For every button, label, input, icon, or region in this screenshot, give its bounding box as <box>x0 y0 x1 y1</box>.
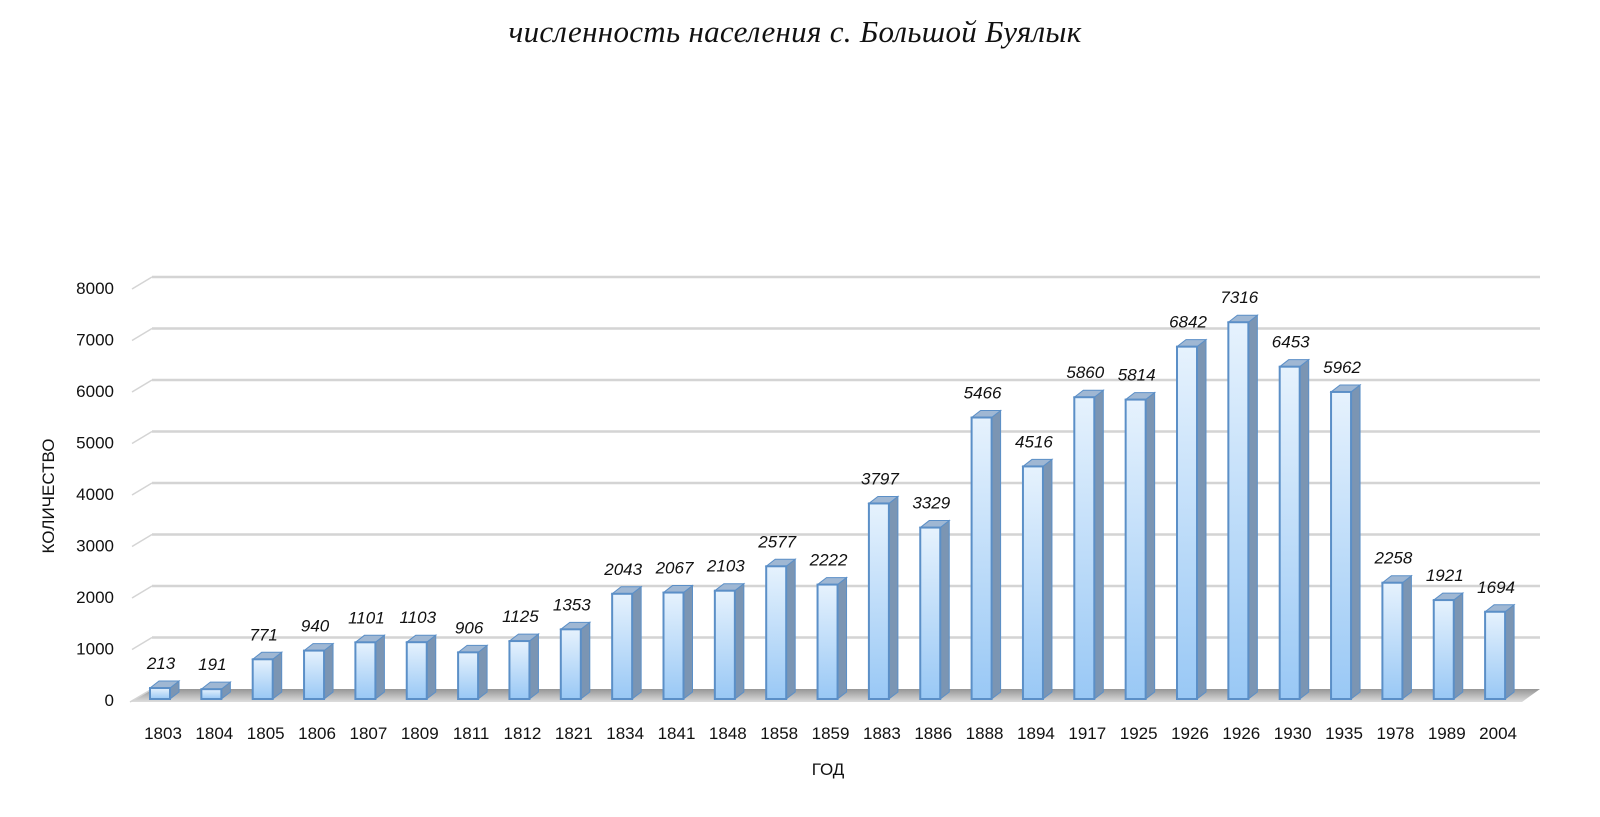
data-label: 1125 <box>502 607 539 626</box>
y-tick-label: 4000 <box>76 485 114 504</box>
data-label: 2222 <box>809 551 848 570</box>
bar <box>764 558 797 701</box>
bar <box>1278 358 1311 701</box>
data-label: 1694 <box>1477 578 1515 597</box>
data-label: 1101 <box>348 608 385 627</box>
x-tick-label: 1917 <box>1068 724 1106 743</box>
x-tick-label: 2004 <box>1479 724 1517 743</box>
bar <box>1432 592 1465 701</box>
data-label: 5814 <box>1118 366 1156 385</box>
x-tick-label: 1803 <box>144 724 182 743</box>
y-tick-label: 8000 <box>76 279 114 298</box>
y-tick-label: 0 <box>105 691 114 710</box>
y-axis-title: КОЛИЧЕСТВО <box>39 439 58 554</box>
data-label: 771 <box>250 625 278 644</box>
bar <box>1021 458 1054 701</box>
data-label: 7316 <box>1220 288 1258 307</box>
x-tick-label: 1807 <box>349 724 387 743</box>
data-label: 6453 <box>1272 333 1310 352</box>
x-tick-label: 1883 <box>863 724 901 743</box>
bar <box>918 519 951 701</box>
data-label: 213 <box>146 654 176 673</box>
data-label: 4516 <box>1015 432 1053 451</box>
bar <box>970 409 1003 701</box>
bar <box>251 651 284 701</box>
bar <box>662 584 694 701</box>
x-tick-label: 1806 <box>298 724 336 743</box>
y-tick-label: 2000 <box>76 588 114 607</box>
bar <box>867 495 900 701</box>
y-tick-label: 6000 <box>76 382 114 401</box>
x-tick-label: 1935 <box>1325 724 1363 743</box>
bar <box>1329 383 1362 701</box>
x-tick-label: 1888 <box>966 724 1004 743</box>
bar <box>1072 389 1105 701</box>
data-label: 6842 <box>1169 313 1207 332</box>
bar <box>1380 574 1413 701</box>
data-label: 3329 <box>912 494 950 513</box>
data-label: 2067 <box>655 559 694 578</box>
x-tick-label: 1811 <box>453 724 490 743</box>
chart-title: численность населения с. Большой Буялык <box>508 14 1082 49</box>
x-tick-label: 1926 <box>1171 724 1209 743</box>
bar <box>559 621 592 701</box>
x-tick-label: 1805 <box>247 724 285 743</box>
data-label: 906 <box>455 618 484 637</box>
x-tick-label: 1812 <box>504 724 542 743</box>
data-label: 3797 <box>861 469 899 488</box>
bar <box>199 681 232 701</box>
y-tick-label: 1000 <box>76 640 114 659</box>
x-tick-label: 1858 <box>760 724 798 743</box>
bar <box>507 633 540 701</box>
bar <box>456 644 489 701</box>
bar <box>353 634 386 701</box>
bar <box>1175 338 1208 701</box>
x-tick-label: 1989 <box>1428 724 1466 743</box>
bar <box>816 576 849 701</box>
x-tick-label: 1978 <box>1376 724 1414 743</box>
bar <box>610 585 643 701</box>
x-tick-label: 1886 <box>914 724 952 743</box>
x-tick-label: 1821 <box>555 724 593 743</box>
data-label: 5466 <box>964 384 1002 403</box>
y-tick-label: 3000 <box>76 537 114 556</box>
data-label: 191 <box>198 655 226 674</box>
x-tick-label: 1804 <box>195 724 233 743</box>
x-tick-label: 1925 <box>1120 724 1158 743</box>
bar <box>713 582 746 701</box>
data-label: 1103 <box>399 608 436 627</box>
x-tick-label: 1859 <box>812 724 850 743</box>
x-tick-label: 1809 <box>401 724 439 743</box>
y-tick-label: 5000 <box>76 434 114 453</box>
x-tick-label: 1848 <box>709 724 747 743</box>
data-label: 1921 <box>1426 566 1464 585</box>
x-axis-ticks: 1803 1804 1805 1806 1807 1809 1811 1812 1821 1834… <box>144 724 1517 743</box>
data-label: 2258 <box>1373 549 1412 568</box>
bar <box>1226 314 1259 701</box>
x-tick-label: 1930 <box>1274 724 1312 743</box>
data-label: 2103 <box>706 557 745 576</box>
x-axis-title: ГОД <box>812 760 845 779</box>
data-label: 2577 <box>757 532 796 551</box>
x-tick-label: 1834 <box>606 724 644 743</box>
x-tick-label: 1894 <box>1017 724 1055 743</box>
y-axis-ticks: 0 1000 2000 3000 4000 5000 6000 7000 8000 <box>76 279 114 710</box>
x-tick-label: 1926 <box>1222 724 1260 743</box>
x-tick-label: 1841 <box>658 724 696 743</box>
bar <box>1483 603 1516 701</box>
bar <box>302 642 335 701</box>
data-label: 5860 <box>1066 363 1104 382</box>
bar-series: 213 191 771 940 1101 1103 906 1125 1353 2043 2067 2… <box>146 288 1516 701</box>
data-label: 940 <box>301 617 330 636</box>
data-label: 5962 <box>1323 358 1361 377</box>
y-tick-label: 7000 <box>76 331 114 350</box>
data-label: 1353 <box>553 595 591 614</box>
bar <box>405 634 438 701</box>
data-label: 2043 <box>603 560 642 579</box>
bar <box>1124 391 1157 701</box>
bar <box>148 680 181 701</box>
